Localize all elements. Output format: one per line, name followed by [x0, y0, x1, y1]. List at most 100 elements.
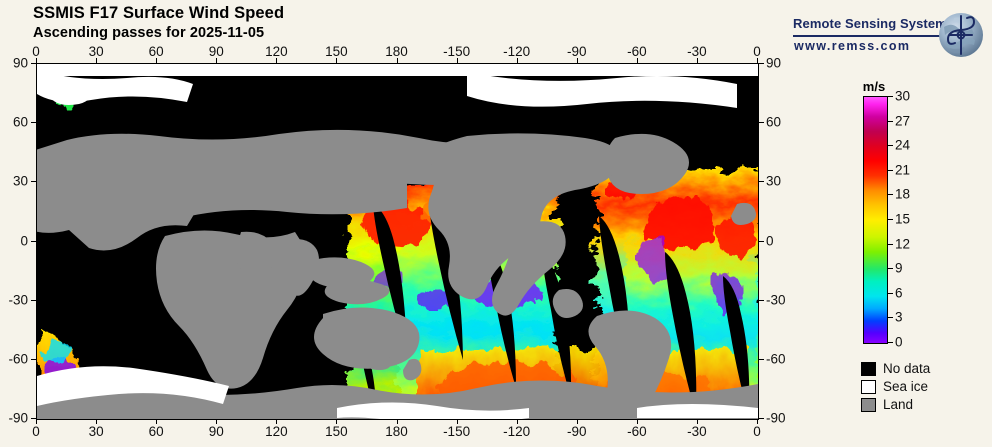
lat-tick-mark-right-4 [759, 299, 764, 301]
lon-tick-mark-top-2 [156, 58, 158, 63]
colorbar-tick-mark-9 [887, 120, 893, 122]
lon-tick-label-top-1: 30 [88, 44, 104, 59]
lon-tick-mark-bottom-3 [216, 419, 218, 424]
lon-tick-mark-bottom-5 [336, 419, 338, 424]
lon-tick-mark-bottom-1 [96, 419, 98, 424]
map-canvas [37, 64, 758, 419]
colorbar-tick-label-4: 12 [895, 236, 911, 252]
legend-label-0: No data [883, 360, 931, 376]
brand-url: www.remss.com [794, 39, 911, 53]
lon-tick-label-top-5: 150 [325, 44, 348, 59]
lon-tick-mark-bottom-0 [36, 419, 37, 424]
legend-label-1: Sea ice [883, 378, 929, 394]
lon-tick-label-top-4: 120 [265, 44, 288, 59]
lon-tick-mark-top-10 [636, 58, 638, 63]
brand-logo[interactable]: Remote Sensing Systems www.remss.com [793, 10, 983, 60]
lat-tick-label-right-6: -90 [766, 410, 786, 426]
brand-divider [793, 35, 943, 37]
lon-tick-mark-top-1 [96, 58, 98, 63]
colorbar-tick-mark-0 [887, 342, 893, 343]
lon-tick-label-top-2: 60 [148, 44, 164, 59]
lat-tick-mark-right-5 [759, 358, 764, 360]
legend-row-2: Land [861, 396, 930, 413]
colorbar-gradient[interactable] [863, 96, 888, 344]
lat-tick-mark-right-2 [759, 181, 764, 183]
lon-tick-mark-bottom-10 [636, 419, 638, 424]
sea-ice-layer [37, 64, 758, 419]
wind-speed-map[interactable] [36, 63, 759, 420]
lat-tick-label-left-1: 60 [12, 114, 28, 130]
colorbar-tick-mark-5 [887, 219, 893, 220]
lon-tick-mark-top-6 [396, 58, 398, 63]
colorbar-tick-mark-7 [887, 169, 893, 171]
lon-tick-label-top-7: -150 [443, 44, 471, 59]
lat-tick-mark-left-5 [31, 358, 36, 360]
lon-tick-mark-top-8 [516, 58, 518, 63]
lon-tick-mark-top-0 [36, 58, 37, 63]
lon-tick-label-bottom-7: -150 [443, 424, 471, 439]
lat-tick-mark-left-3 [31, 240, 36, 242]
legend-label-2: Land [883, 396, 914, 412]
lon-tick-label-top-12: 0 [753, 44, 761, 59]
lon-tick-label-top-10: -60 [627, 44, 647, 59]
lon-tick-mark-bottom-7 [456, 419, 458, 424]
lon-tick-label-top-9: -90 [566, 44, 587, 59]
lon-tick-mark-top-11 [696, 58, 698, 63]
lon-tick-label-bottom-6: 180 [385, 424, 408, 439]
page-subtitle: Ascending passes for 2025-11-05 [33, 25, 265, 41]
legend-row-1: Sea ice [861, 378, 930, 395]
lon-tick-mark-bottom-12 [757, 419, 758, 424]
lat-tick-label-left-5: -60 [8, 351, 28, 367]
legend-swatch-2 [861, 397, 876, 412]
land-layer [37, 129, 758, 419]
colorbar-tick-label-8: 24 [895, 137, 911, 153]
colorbar-tick-label-1: 3 [895, 309, 903, 325]
lat-tick-mark-left-1 [31, 122, 36, 124]
lat-tick-mark-right-6 [759, 418, 764, 419]
lon-tick-mark-top-7 [456, 58, 458, 63]
lon-tick-label-top-6: 180 [385, 44, 408, 59]
lat-tick-label-right-3: 0 [766, 233, 774, 248]
lon-tick-label-bottom-3: 90 [208, 424, 224, 439]
lon-tick-mark-bottom-2 [156, 419, 158, 424]
lon-tick-label-bottom-5: 150 [325, 424, 348, 439]
lon-tick-mark-top-9 [576, 58, 578, 63]
lon-tick-label-bottom-2: 60 [148, 424, 164, 439]
colorbar-tick-label-0: 0 [895, 334, 903, 350]
lat-tick-mark-right-0 [759, 63, 764, 64]
lat-tick-label-right-0: 90 [766, 55, 782, 71]
lat-tick-mark-left-6 [31, 418, 36, 419]
colorbar-units-label: m/s [862, 79, 886, 94]
lon-tick-mark-bottom-8 [516, 419, 518, 424]
title-block: SSMIS F17 Surface Wind Speed Ascending p… [33, 4, 284, 42]
lon-tick-mark-top-3 [216, 58, 218, 63]
lat-tick-label-right-5: -60 [766, 351, 786, 367]
colorbar-tick-label-7: 21 [895, 162, 911, 178]
colorbar-tick-mark-6 [887, 194, 893, 196]
lon-tick-mark-top-12 [757, 58, 758, 63]
lon-tick-mark-bottom-6 [396, 419, 398, 424]
lon-tick-mark-top-5 [336, 58, 338, 63]
colorbar-tick-mark-4 [887, 243, 893, 245]
lat-tick-label-right-4: -30 [766, 292, 786, 308]
colorbar-tick-label-10: 30 [895, 88, 911, 104]
colorbar-tick-mark-8 [887, 145, 893, 147]
lat-tick-mark-right-1 [759, 122, 764, 124]
lon-tick-label-bottom-9: -90 [566, 424, 587, 439]
lat-tick-label-left-0: 90 [12, 55, 28, 71]
colorbar-tick-mark-1 [887, 317, 893, 319]
lat-tick-label-left-2: 30 [12, 173, 28, 189]
lon-tick-label-bottom-8: -120 [503, 424, 531, 439]
legend-swatch-0 [861, 361, 876, 376]
lon-tick-label-bottom-11: -30 [687, 424, 707, 439]
colorbar-tick-label-5: 15 [895, 211, 911, 227]
lat-tick-mark-right-3 [759, 240, 764, 242]
colorbar-tick-mark-10 [887, 96, 893, 97]
lat-tick-label-left-3: 0 [20, 233, 28, 248]
lon-tick-label-bottom-0: 0 [32, 424, 40, 439]
lon-tick-mark-top-4 [276, 58, 278, 63]
lon-tick-label-bottom-10: -60 [627, 424, 647, 439]
lon-tick-label-top-8: -120 [503, 44, 531, 59]
colorbar-tick-mark-2 [887, 292, 893, 294]
colorbar-tick-label-2: 6 [895, 285, 903, 301]
